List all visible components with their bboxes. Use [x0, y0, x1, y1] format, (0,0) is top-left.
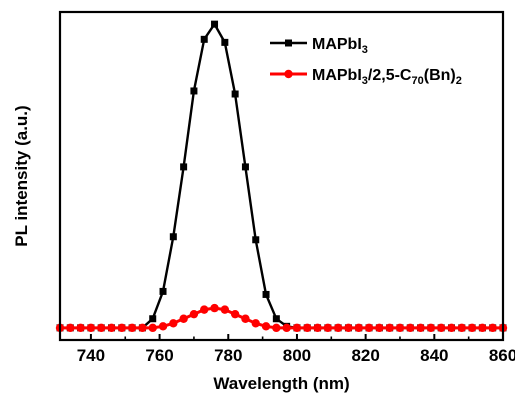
data-point	[375, 323, 384, 333]
legend-text-part: 70	[411, 75, 423, 87]
legend-text-part: MAPbI	[312, 67, 362, 84]
data-point	[467, 323, 477, 333]
x-tick-label: 780	[214, 346, 242, 365]
data-point	[354, 323, 363, 333]
legend-text-part: 2	[456, 75, 462, 87]
data-point	[211, 20, 219, 28]
data-point	[97, 323, 106, 333]
data-point	[282, 323, 291, 333]
legend-text-part: MAPbI	[312, 36, 362, 53]
data-point	[107, 323, 116, 333]
data-point	[169, 319, 178, 328]
data-point	[158, 322, 168, 331]
data-point	[262, 290, 270, 298]
data-point	[252, 236, 260, 244]
data-point	[426, 323, 436, 333]
data-point	[148, 323, 157, 333]
data-point	[190, 87, 198, 95]
x-tick-label: 760	[145, 346, 173, 365]
data-point	[149, 315, 157, 323]
data-point	[416, 323, 425, 333]
data-point	[406, 323, 415, 333]
data-point	[457, 323, 466, 333]
data-point	[221, 38, 229, 46]
legend-marker-1	[285, 39, 292, 47]
plot-frame	[58, 10, 505, 342]
data-point	[241, 163, 249, 171]
legend-label-1: MAPbI3	[312, 36, 368, 56]
x-tick-label: 820	[351, 346, 379, 365]
y-axis-title: PL intensity (a.u.)	[12, 105, 31, 246]
data-point	[272, 323, 281, 333]
data-point	[251, 319, 260, 328]
data-point	[436, 323, 446, 333]
data-point	[313, 323, 322, 333]
data-point	[117, 323, 127, 333]
data-point	[189, 309, 199, 319]
x-tick-label: 840	[420, 346, 448, 365]
series-line-2	[60, 306, 503, 330]
legend-text-part: (Bn)	[424, 67, 456, 84]
data-point	[344, 323, 353, 333]
data-point	[488, 323, 497, 333]
data-point	[272, 315, 280, 323]
legend-text-part: 3	[362, 44, 368, 56]
legend-text-part: 3	[362, 75, 368, 87]
x-axis-title: Wavelength (nm)	[213, 374, 349, 393]
x-axis-ticks	[89, 334, 504, 340]
data-point	[447, 323, 456, 333]
data-point	[230, 309, 240, 319]
data-point	[200, 305, 209, 314]
data-point	[138, 323, 147, 333]
legend-marker-2	[284, 69, 293, 79]
data-point	[333, 323, 343, 333]
data-point	[180, 163, 188, 171]
data-point	[169, 233, 177, 241]
data-point	[220, 305, 230, 314]
data-point	[395, 323, 405, 333]
data-point	[241, 314, 250, 323]
data-point	[323, 323, 333, 333]
data-point	[261, 322, 271, 331]
data-point	[200, 35, 208, 43]
data-point	[364, 323, 374, 333]
data-point	[210, 303, 219, 313]
data-point	[127, 323, 137, 333]
series-layer	[55, 20, 508, 333]
legend-text-part: /2,5-C	[368, 67, 412, 84]
data-point	[179, 314, 188, 323]
x-tick-label: 740	[77, 346, 105, 365]
data-point	[478, 323, 487, 333]
x-tick-label: 860	[489, 346, 515, 365]
legend-label-2: MAPbI3/2,5-C70(Bn)2	[312, 67, 462, 87]
data-point	[303, 323, 312, 333]
data-point	[76, 323, 85, 333]
data-point	[159, 287, 167, 295]
x-tick-label: 800	[283, 346, 311, 365]
data-point	[385, 323, 394, 333]
data-point	[66, 323, 75, 333]
data-point	[292, 323, 302, 333]
data-point	[86, 323, 96, 333]
data-point	[231, 90, 239, 98]
x-axis-tick-labels: 740 760 780 800 820 840 860	[77, 346, 515, 365]
